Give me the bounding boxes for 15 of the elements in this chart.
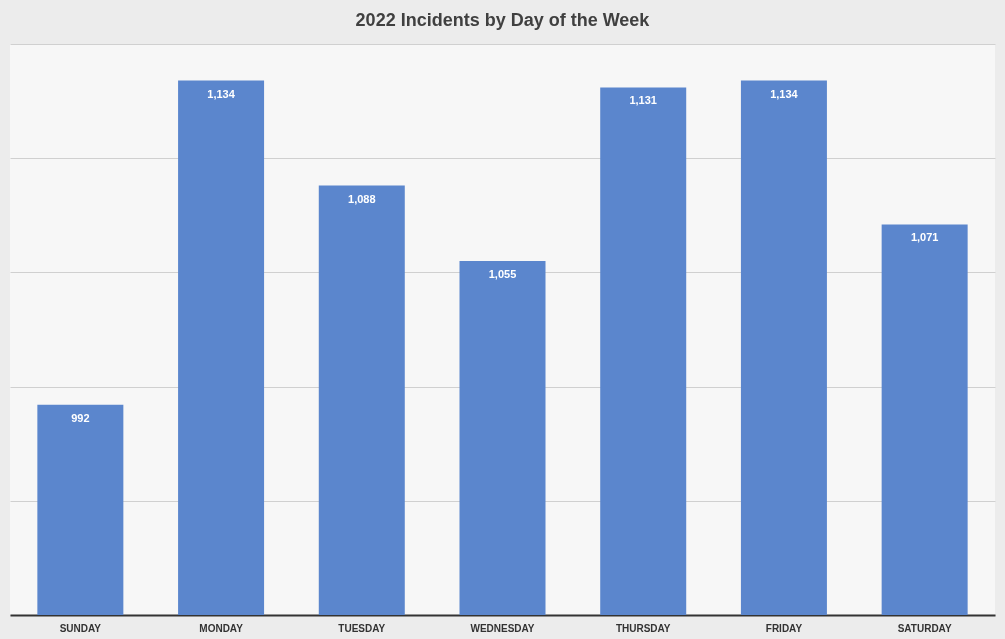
data-label: 1,088 (348, 192, 376, 205)
data-label: 1,071 (910, 231, 939, 244)
x-tick-label: SATURDAY (897, 622, 952, 634)
x-tick-label: FRIDAY (765, 622, 803, 634)
x-tick-label: SUNDAY (59, 622, 102, 634)
data-label: 992 (71, 411, 90, 424)
chart-title: 2022 Incidents by Day of the Week (355, 10, 651, 30)
data-label: 1,131 (629, 94, 657, 107)
x-tick-label: THURSDAY (615, 622, 671, 634)
x-tick-label: WEDNESDAY (470, 622, 535, 634)
data-label: 1,055 (488, 267, 517, 280)
data-label: 1,134 (207, 87, 236, 100)
x-tick-label: TUESDAY (338, 622, 386, 634)
data-label: 1,134 (770, 87, 799, 100)
x-tick-label: MONDAY (199, 622, 244, 634)
